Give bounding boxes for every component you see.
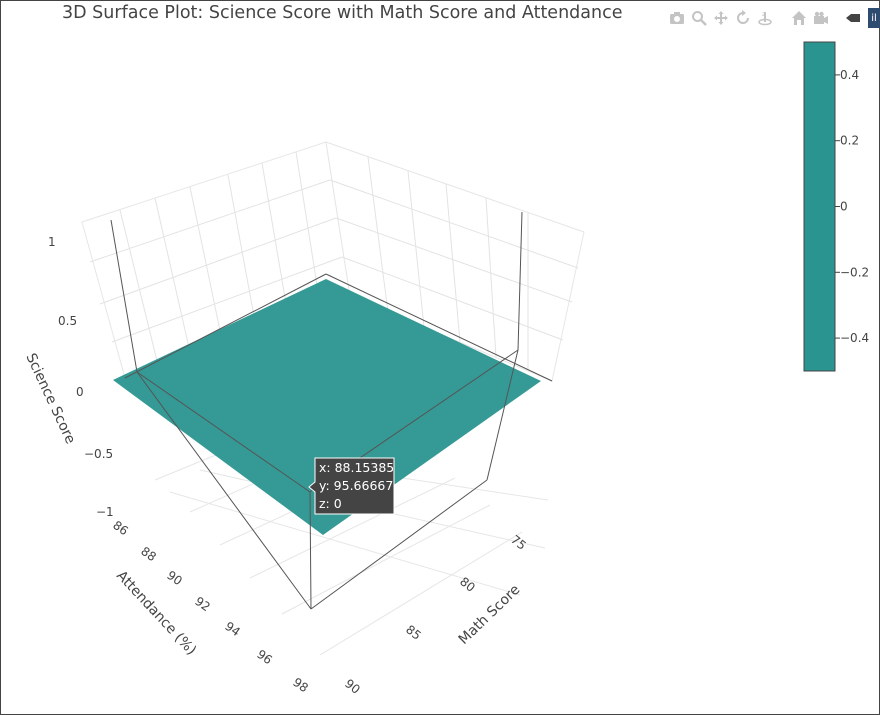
camera-icon[interactable] <box>666 7 688 29</box>
x-tick: 90 <box>342 676 363 696</box>
colorbar-tick-label: 0.4 <box>840 68 859 82</box>
z-tick: 0 <box>76 385 84 399</box>
camera-view-icon[interactable] <box>810 7 832 29</box>
y-tick: 86 <box>110 518 131 538</box>
colorbar-tick-label: −0.2 <box>840 265 869 279</box>
pan-icon[interactable] <box>710 7 732 29</box>
y-tick: 98 <box>290 675 311 695</box>
home-icon[interactable] <box>788 7 810 29</box>
modebar: z il <box>666 7 880 29</box>
hover-x: x: 88.15385 <box>319 460 394 475</box>
svg-text:z: z <box>762 11 765 18</box>
y-tick: 90 <box>164 568 185 588</box>
y-tick: 94 <box>222 619 243 639</box>
z-tick: 0.5 <box>58 314 77 328</box>
hover-tooltip: x: 88.15385 y: 95.66667 z: 0 <box>308 457 395 515</box>
colorbar-tick-label: 0 <box>840 200 848 214</box>
z-axis-ticks: 1 0.5 0 −0.5 −1 <box>48 235 114 519</box>
x-tick: 75 <box>508 532 529 552</box>
zoom-icon[interactable] <box>688 7 710 29</box>
hover-z: z: 0 <box>319 496 342 511</box>
spike-toggle-icon[interactable] <box>842 7 864 29</box>
z-tick: 1 <box>48 235 56 249</box>
y-axis-title: Attendance (%) <box>113 568 199 659</box>
colorbar-tick-label: −0.4 <box>840 331 869 345</box>
y-tick: 96 <box>254 647 275 667</box>
y-tick: 92 <box>192 594 213 614</box>
surface-plane[interactable] <box>113 279 541 535</box>
orbit-rotate-icon[interactable] <box>732 7 754 29</box>
y-tick: 88 <box>138 544 159 564</box>
z-axis-title: Science Score <box>22 351 78 447</box>
colorbar: 0.4 0.2 0 −0.2 −0.4 <box>803 41 869 372</box>
hover-y: y: 95.66667 <box>319 478 393 493</box>
colorbar-tick-label: 0.2 <box>840 134 859 148</box>
chart-title: 3D Surface Plot: Science Score with Math… <box>62 3 623 23</box>
turntable-icon[interactable]: z <box>754 7 776 29</box>
plotly-logo[interactable]: il <box>868 8 880 28</box>
colorbar-fill <box>803 41 836 372</box>
x-tick: 85 <box>403 622 424 642</box>
z-tick: −0.5 <box>84 447 113 461</box>
axis-frame <box>110 211 553 610</box>
z-tick: −1 <box>96 505 114 519</box>
